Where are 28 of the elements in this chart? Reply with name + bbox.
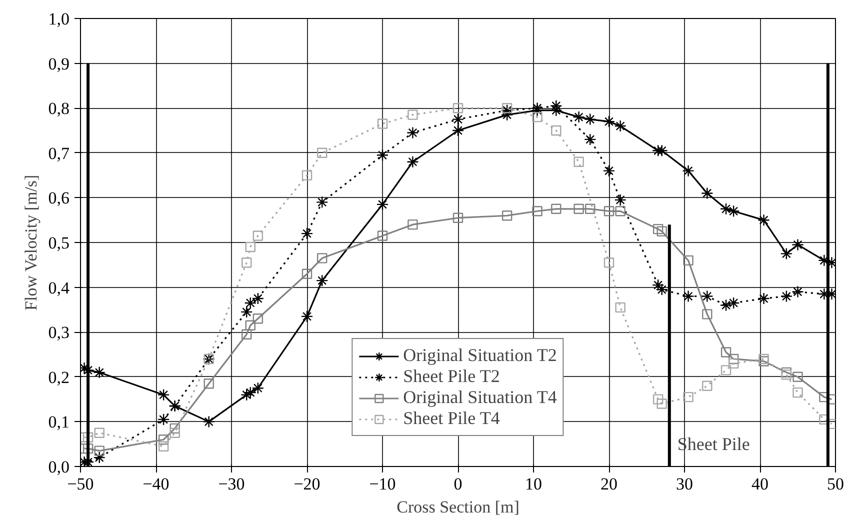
x-tick-label: 20 xyxy=(600,474,618,494)
y-axis-title: Flow Velocity [m/s] xyxy=(21,174,40,310)
y-tick-label: 0,7 xyxy=(48,144,70,163)
y-tick-label: 0,6 xyxy=(48,188,70,208)
y-tick-label: 0,8 xyxy=(48,99,70,118)
y-tick-label: 0,4 xyxy=(48,278,70,298)
y-tick-label: 1,0 xyxy=(48,10,70,28)
legend-label: Original Situation T2 xyxy=(403,345,557,366)
x-tick-label: −20 xyxy=(294,474,320,494)
x-tick-label: 10 xyxy=(525,474,542,494)
y-tick-label: 0,5 xyxy=(48,234,70,252)
y-tick-label: 0,1 xyxy=(48,412,70,432)
x-tick-label: −30 xyxy=(218,474,245,494)
x-tick-label: −50 xyxy=(67,474,94,494)
legend-label: Original Situation T4 xyxy=(403,387,557,408)
x-axis-title: Cross Section [m] xyxy=(396,498,520,516)
x-tick-label: 40 xyxy=(752,474,768,494)
x-tick-label: −40 xyxy=(142,474,170,494)
legend-label: Sheet Pile T4 xyxy=(403,408,500,429)
x-tick-label: 0 xyxy=(454,474,462,494)
y-tick-label: 0,0 xyxy=(48,458,70,476)
y-tick-label: 0,3 xyxy=(48,323,70,342)
x-tick-label: 30 xyxy=(676,474,693,494)
y-tick-label: 0,9 xyxy=(48,54,70,74)
legend-label: Sheet Pile T2 xyxy=(403,366,500,387)
x-tick-label: −10 xyxy=(369,474,396,494)
y-tick-label: 0,2 xyxy=(48,368,70,387)
x-tick-label: 50 xyxy=(827,474,844,494)
